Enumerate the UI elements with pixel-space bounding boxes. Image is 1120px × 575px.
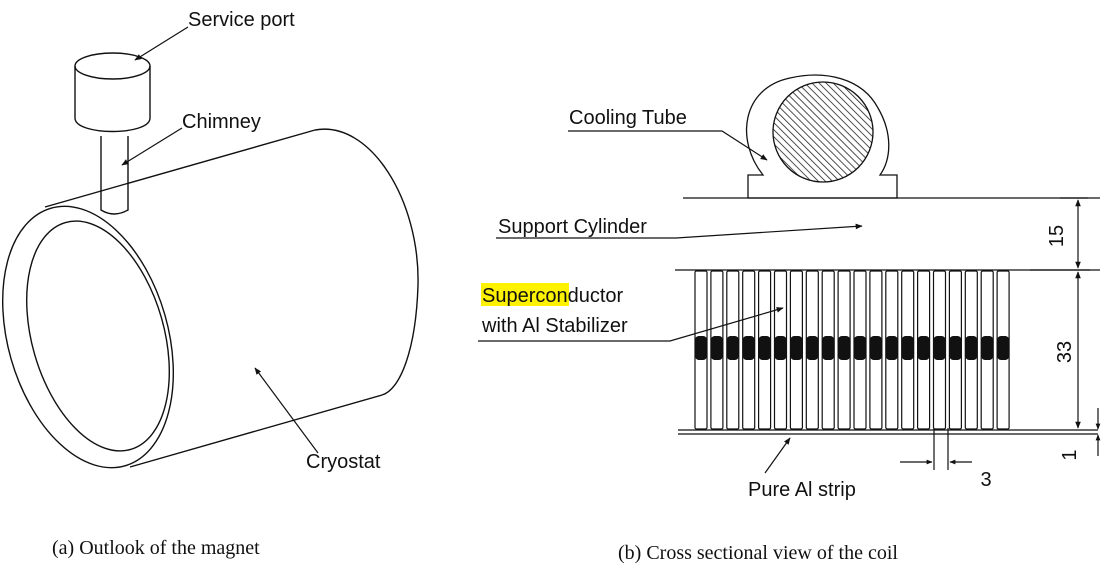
left-leaders [121, 26, 319, 454]
superconductor-highlight [481, 283, 569, 306]
dim-strip-thickness: 1 [1059, 449, 1081, 460]
superconductor-core [758, 336, 771, 360]
support-cylinder-label: Support Cylinder [498, 216, 647, 238]
superconductor-core [885, 336, 898, 360]
superconductor-core [854, 336, 866, 360]
dim-coil-height: 33 [1054, 341, 1076, 363]
right-caption: (b) Cross sectional view of the coil [618, 542, 898, 564]
cryostat-front-rim [1, 205, 175, 469]
superconductor-core [933, 336, 946, 360]
cryostat-bore [26, 220, 170, 452]
superconductor-label: Superconductor [482, 285, 624, 307]
cryostat-body [44, 129, 383, 468]
cooling-tube-core [772, 81, 874, 183]
chimney-label: Chimney [182, 111, 261, 133]
conductor-turns [694, 270, 1010, 430]
service-port-top [74, 52, 151, 80]
dim-conductor-width: 3 [980, 469, 991, 491]
magnet-outlook [1, 52, 419, 469]
superconductor-core [806, 336, 819, 360]
superconductor-core [822, 336, 835, 360]
superconductor-core [710, 336, 723, 360]
superconductor-core [838, 336, 851, 360]
dimensions [900, 197, 1101, 470]
superconductor-core [742, 336, 755, 360]
dim-support-thickness: 15 [1046, 225, 1068, 247]
superconductor-core [790, 336, 803, 360]
superconductor-core [981, 336, 994, 360]
chimney [100, 136, 129, 215]
stabilizer-label: with Al Stabilizer [481, 315, 628, 337]
superconductor-core [949, 336, 962, 360]
superconductor-core [869, 336, 882, 360]
service-port-label: Service port [188, 9, 295, 31]
superconductor-core [997, 336, 1010, 360]
left-caption: (a) Outlook of the magnet [52, 537, 260, 559]
cooling-tube-label: Cooling Tube [569, 107, 687, 129]
superconductor-core [965, 336, 978, 360]
superconductor-core [695, 336, 707, 360]
coil-cross-section [675, 74, 1098, 435]
superconductor-core [774, 336, 787, 360]
pure-al-strip-label: Pure Al strip [748, 479, 856, 501]
superconductor-core [901, 336, 914, 360]
service-port [74, 66, 151, 133]
cryostat-label: Cryostat [306, 451, 381, 473]
superconductor-core [917, 336, 930, 360]
cryostat-back-edge [314, 128, 419, 396]
right-leaders [478, 130, 863, 474]
superconductor-core [726, 336, 739, 360]
